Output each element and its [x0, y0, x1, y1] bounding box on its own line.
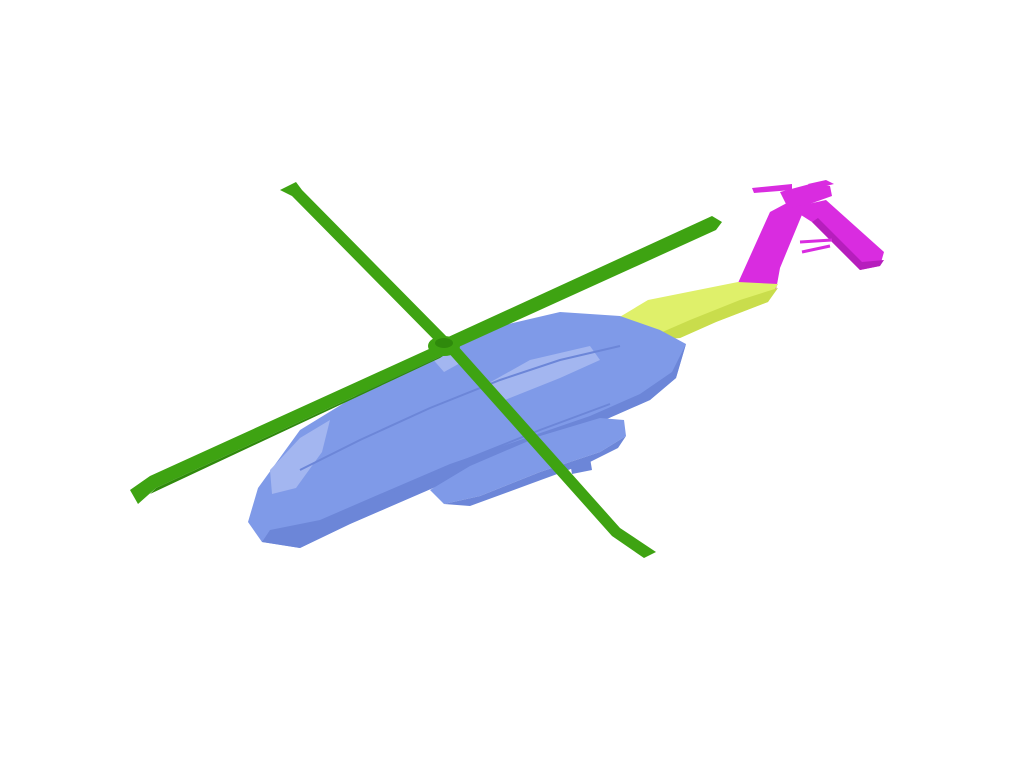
fuselage-panel-line-2	[329, 403, 611, 521]
tail-fin-upper	[738, 196, 806, 290]
tail-boom	[618, 282, 778, 340]
tail-fin	[738, 180, 884, 290]
fuselage	[248, 312, 686, 548]
tail-strut-2	[801, 244, 831, 254]
landing-gear	[570, 458, 592, 474]
tail-boom-shade	[644, 288, 778, 340]
fuselage-panel-line	[299, 345, 621, 471]
tail-strut	[799, 238, 833, 244]
rotor-blade-rear-right	[446, 216, 722, 350]
tail-rotor-blade-2	[808, 180, 834, 189]
cockpit-windshield	[270, 420, 330, 494]
sponson	[430, 418, 626, 504]
rotor-blade-front-right	[446, 344, 656, 558]
main-rotor	[130, 182, 722, 558]
rotor-blade-shade	[150, 354, 446, 494]
rotor-blade-rear-left	[280, 182, 450, 348]
engine-cowling	[480, 346, 600, 402]
tail-rotor-hub	[780, 184, 832, 206]
tail-rotor-blade	[752, 184, 792, 193]
tail-stabilizer	[790, 200, 884, 270]
fuselage-underside	[262, 344, 686, 548]
rotor-hub-cap	[435, 338, 453, 348]
fuselage-body	[248, 312, 686, 548]
rotor-blade-front-left	[130, 344, 446, 504]
tail-stabilizer-shade	[812, 218, 884, 270]
tail-boom-body	[618, 282, 778, 340]
